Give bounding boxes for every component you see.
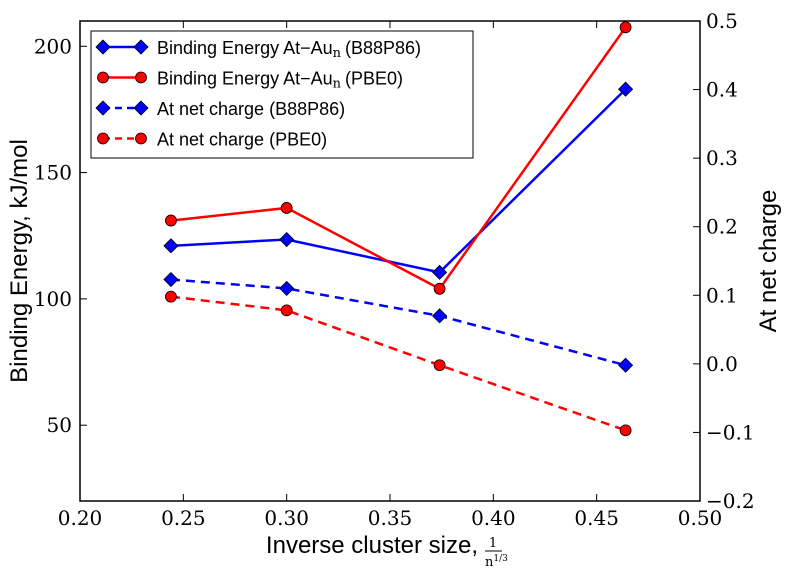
series-layer xyxy=(163,21,634,437)
legend-label: Binding Energy At−Aun (PBE0) xyxy=(157,69,403,92)
data-point xyxy=(163,238,179,254)
legend-item: Binding Energy At−Aun (B88P86) xyxy=(95,38,421,61)
fraction-denominator-exponent: 1/3 xyxy=(493,554,508,564)
data-point xyxy=(619,21,632,34)
fraction-denominator-base: n xyxy=(485,555,494,570)
x-tick-label: 0.25 xyxy=(161,506,206,530)
x-axis-ticks: 0.20 0.25 0.30 0.35 0.40 0.45 0.50 xyxy=(58,21,723,530)
y-tick-label: 50 xyxy=(47,413,72,437)
y2-tick-label: 0.4 xyxy=(706,78,738,102)
y2-tick-label: −0.1 xyxy=(706,420,755,444)
legend-item: Binding Energy At−Aun (PBE0) xyxy=(97,69,403,92)
y2-tick-label: 0.5 xyxy=(706,9,738,33)
y-tick-label: 200 xyxy=(34,34,72,58)
x-tick-label: 0.40 xyxy=(471,506,516,530)
series-line xyxy=(170,278,626,367)
x-tick-label: 0.45 xyxy=(574,506,619,530)
legend-label-suffix: (B88P86) xyxy=(269,99,345,119)
legend-label: At net charge (PBE0) xyxy=(157,130,327,150)
y2-tick-label: 0.0 xyxy=(706,352,738,376)
legend-item: At net charge (PBE0) xyxy=(97,130,327,150)
legend-marker xyxy=(97,132,109,145)
legend-label: At net charge (B88P86) xyxy=(157,99,345,119)
series-1 xyxy=(165,21,632,295)
y2-tick-label: 0.2 xyxy=(706,215,738,239)
x-tick-label: 0.20 xyxy=(58,506,103,530)
y-tick-label: 150 xyxy=(34,161,72,185)
legend-marker xyxy=(133,100,149,116)
data-point xyxy=(165,290,177,303)
data-point xyxy=(618,357,634,373)
x-tick-label: 0.30 xyxy=(264,506,309,530)
y2-axis-label: At net charge xyxy=(755,190,782,333)
data-point xyxy=(619,424,632,437)
legend-marker xyxy=(95,100,111,116)
data-point xyxy=(279,280,295,296)
series-line xyxy=(170,295,627,432)
legend-label-subscript: n xyxy=(333,46,342,61)
legend-label-suffix: (PBE0) xyxy=(345,69,403,89)
series-line xyxy=(170,26,627,291)
legend-label-name: Binding Energy At−Au xyxy=(157,38,333,58)
fraction-numerator: 1 xyxy=(489,536,497,551)
data-point xyxy=(165,214,177,227)
data-point xyxy=(432,264,448,280)
data-point xyxy=(618,81,634,97)
legend-label-name: Binding Energy At−Au xyxy=(157,69,333,89)
y-axis-label: Binding Energy, kJ/mol xyxy=(6,139,33,383)
fraction-denominator: n1/3 xyxy=(485,554,508,570)
data-point xyxy=(432,308,448,324)
series-0 xyxy=(163,81,634,280)
y2-tick-label: −0.2 xyxy=(706,489,755,513)
legend-label: Binding Energy At−Aun (B88P86) xyxy=(157,38,421,61)
legend: Binding Energy At−Aun (B88P86)Binding Ene… xyxy=(90,30,474,159)
legend-item: At net charge (B88P86) xyxy=(95,99,345,119)
x-axis-label: Inverse cluster size, xyxy=(266,532,478,559)
legend-label-suffix: (PBE0) xyxy=(269,130,327,150)
legend-marker xyxy=(97,71,109,84)
legend-marker xyxy=(95,39,111,55)
series-line xyxy=(170,88,627,274)
y2-axis-ticks: −0.2 −0.1 0.0 0.1 0.2 0.3 0.4 0.5 xyxy=(693,9,755,513)
legend-label-name: At net charge xyxy=(157,130,264,150)
data-point xyxy=(279,231,295,248)
series-2 xyxy=(163,271,634,373)
x-axis-label-fraction: 1 n1/3 xyxy=(485,536,508,570)
data-point xyxy=(433,282,446,295)
legend-marker xyxy=(135,132,147,145)
data-point xyxy=(280,202,293,214)
legend-label-name: At net charge xyxy=(157,99,264,119)
data-point xyxy=(280,304,293,317)
legend-marker xyxy=(133,39,149,55)
legend-box xyxy=(90,30,474,159)
series-3 xyxy=(165,290,632,437)
y-axis-ticks: 50 100 150 200 xyxy=(34,34,87,437)
data-point xyxy=(433,359,446,372)
x-tick-label: 0.35 xyxy=(368,506,413,530)
legend-marker xyxy=(135,71,147,84)
y2-tick-label: 0.1 xyxy=(706,283,738,307)
y2-tick-label: 0.3 xyxy=(706,146,738,170)
data-point xyxy=(163,271,179,288)
y-tick-label: 100 xyxy=(34,287,72,311)
x-tick-label: 0.50 xyxy=(678,506,723,530)
legend-label-suffix: (B88P86) xyxy=(345,38,421,58)
legend-label-subscript: n xyxy=(333,77,342,92)
